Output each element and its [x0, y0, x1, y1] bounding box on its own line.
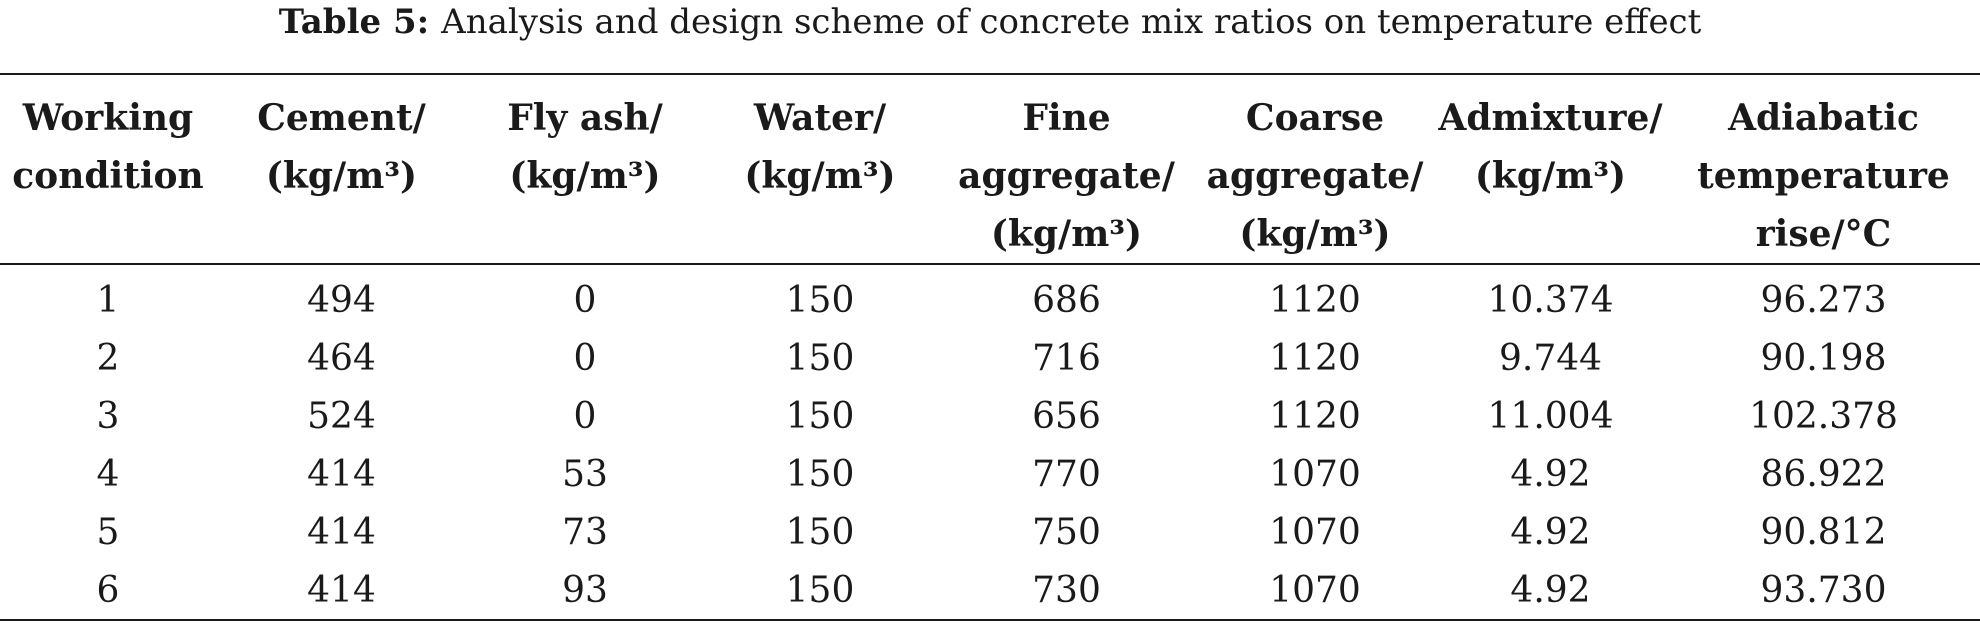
cell-working-condition: 3 [96, 395, 120, 437]
cell-fly-ash: 0 [573, 337, 597, 379]
cell-adiabatic-temperature-rise: 102.378 [1749, 395, 1898, 437]
cell-working-condition: 1 [96, 279, 120, 321]
cell-fly-ash: 53 [562, 453, 608, 495]
cell-fine-aggregate: 716 [1032, 337, 1101, 379]
cell-water: 150 [785, 395, 855, 437]
cell-adiabatic-temperature-rise: 86.922 [1760, 453, 1887, 495]
cell-cement: 414 [307, 511, 376, 553]
cell-admixture: 4.92 [1510, 511, 1591, 553]
table-caption: Table 5: Analysis and design scheme of co… [0, 0, 1980, 44]
cell-cement: 494 [307, 279, 376, 321]
cell-adiabatic-temperature-rise: 90.812 [1760, 511, 1887, 553]
cell-coarse-aggregate: 1070 [1196, 561, 1434, 621]
cell-working-condition: 2 [96, 337, 120, 379]
header-water: Water/ (kg/m³) [703, 73, 937, 265]
cell-fly-ash: 0 [573, 279, 597, 321]
cell-admixture: 9.744 [1498, 337, 1603, 379]
header-adiabatic-temperature-rise: Adiabatic temperature rise/°C [1667, 73, 1980, 265]
header-fly-ash: Fly ash/ (kg/m³) [467, 73, 703, 265]
cell-admixture: 4.92 [1434, 561, 1667, 621]
cell-fine-aggregate: 730 [937, 561, 1196, 621]
cell-working-condition: 6 [0, 561, 216, 621]
cell-water: 150 [785, 337, 855, 379]
mix-ratio-table: Working condition Cement/ (kg/m³) Fly as… [0, 73, 1980, 621]
cell-fine-aggregate: 770 [1032, 453, 1101, 495]
cell-fine-aggregate: 750 [1032, 511, 1101, 553]
cell-water: 150 [785, 279, 855, 321]
cell-working-condition: 4 [96, 453, 120, 495]
cell-adiabatic-temperature-rise: 90.198 [1760, 337, 1887, 379]
cell-coarse-aggregate: 1070 [1269, 453, 1361, 495]
cell-working-condition: 5 [96, 511, 120, 553]
header-cement: Cement/ (kg/m³) [216, 73, 467, 265]
cell-fly-ash: 73 [562, 511, 608, 553]
caption-text: Analysis and design scheme of concrete m… [441, 2, 1702, 42]
table-row: 3 524 0 150 656 1120 11.004 102.378 [0, 387, 1980, 445]
cell-fly-ash: 0 [573, 395, 597, 437]
cell-water: 150 [785, 511, 855, 553]
cell-admixture: 4.92 [1510, 453, 1591, 495]
cell-coarse-aggregate: 1120 [1269, 337, 1361, 379]
cell-coarse-aggregate: 1070 [1269, 511, 1361, 553]
header-fine-aggregate: Fine aggregate/ (kg/m³) [937, 73, 1196, 265]
cell-adiabatic-temperature-rise: 96.273 [1760, 279, 1887, 321]
table-row: 6 414 93 150 730 1070 4.92 93.730 [0, 561, 1980, 621]
header-coarse-aggregate: Coarse aggregate/ (kg/m³) [1196, 73, 1434, 265]
cell-cement: 464 [307, 337, 376, 379]
cell-water: 150 [703, 561, 937, 621]
cell-fine-aggregate: 656 [1032, 395, 1101, 437]
cell-admixture: 11.004 [1487, 395, 1614, 437]
cell-cement: 414 [307, 453, 376, 495]
cell-cement: 524 [307, 395, 376, 437]
table-row: 2 464 0 150 716 1120 9.744 90.198 [0, 329, 1980, 387]
table-row: 4 414 53 150 770 1070 4.92 86.922 [0, 445, 1980, 503]
header-admixture: Admixture/ (kg/m³) [1434, 73, 1667, 265]
cell-coarse-aggregate: 1120 [1269, 279, 1361, 321]
cell-water: 150 [785, 453, 855, 495]
cell-cement: 414 [216, 561, 467, 621]
table-row: 1 494 0 150 686 1120 10.374 96.273 [0, 264, 1980, 329]
header-row: Working condition Cement/ (kg/m³) Fly as… [0, 73, 1980, 265]
caption-label: Table 5: [278, 2, 430, 42]
cell-fine-aggregate: 686 [1032, 279, 1101, 321]
table-row: 5 414 73 150 750 1070 4.92 90.812 [0, 503, 1980, 561]
cell-adiabatic-temperature-rise: 93.730 [1667, 561, 1980, 621]
cell-fly-ash: 93 [467, 561, 703, 621]
header-working-condition: Working condition [0, 73, 216, 265]
cell-coarse-aggregate: 1120 [1269, 395, 1361, 437]
cell-admixture: 10.374 [1487, 279, 1614, 321]
